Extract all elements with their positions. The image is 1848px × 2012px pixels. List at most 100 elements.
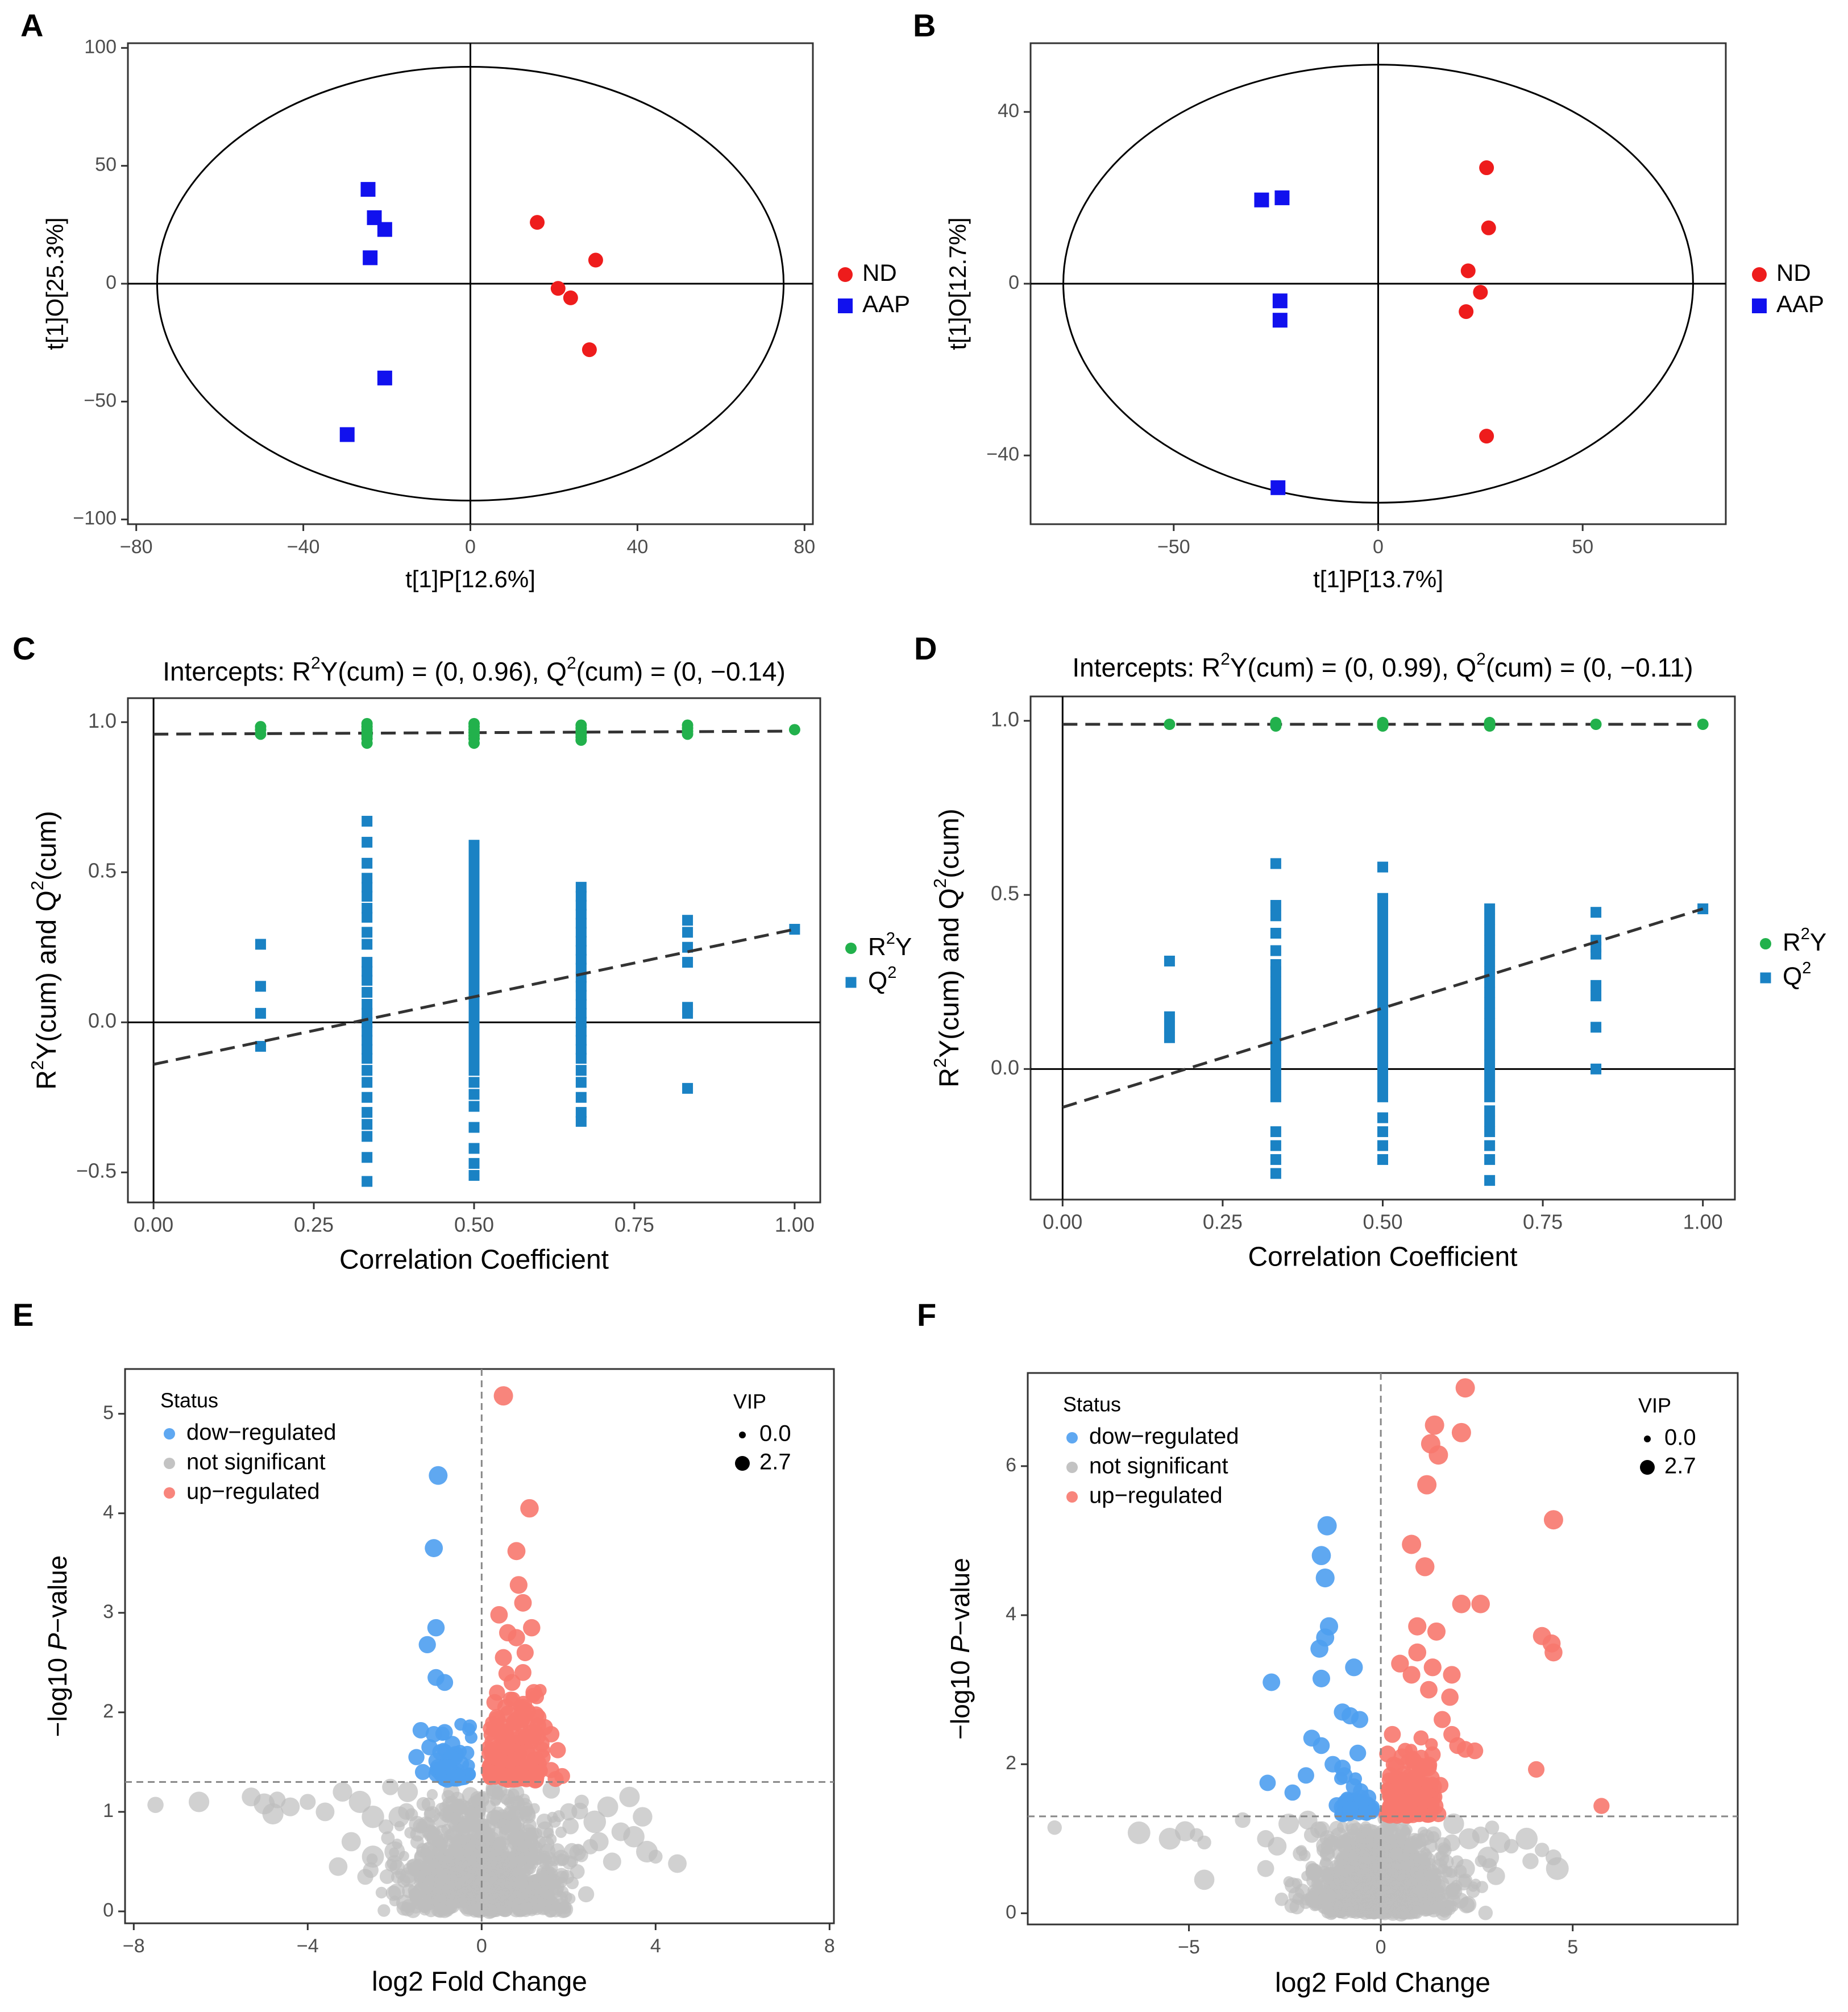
x-tick-label: 0 <box>1376 1936 1386 1958</box>
ns-point <box>623 1826 645 1848</box>
q2-point <box>362 836 373 848</box>
up-point <box>519 1744 535 1761</box>
q2-point <box>1484 1091 1496 1102</box>
q2-point <box>468 1101 480 1112</box>
q2-point <box>468 930 480 941</box>
legend-vip-large-label: 2.7 <box>1664 1454 1696 1479</box>
q2-point <box>1484 1175 1496 1186</box>
q2-point <box>1164 955 1175 966</box>
q2-point <box>1590 1022 1602 1033</box>
legend-status-title: Status <box>160 1389 218 1412</box>
down-point <box>1342 1801 1359 1817</box>
q2-point <box>1377 1140 1388 1151</box>
y-axis-label: t[1]O[12.7%] <box>944 217 971 350</box>
ns-point <box>1329 1820 1344 1836</box>
q2-point <box>1270 1168 1281 1179</box>
q2-point <box>1164 1032 1175 1043</box>
up-point <box>1451 1422 1471 1442</box>
up-point <box>1528 1761 1545 1778</box>
q2-point <box>682 927 693 938</box>
q2-point <box>1270 910 1281 922</box>
q2-point <box>362 1152 373 1163</box>
up-point <box>1424 1746 1441 1763</box>
q2-point <box>1270 976 1281 988</box>
up-point <box>1408 1643 1427 1662</box>
ns-point <box>1447 1893 1460 1907</box>
ns-point <box>281 1797 300 1816</box>
q2-point <box>362 986 373 998</box>
q2-point <box>1377 935 1388 946</box>
q2-point <box>362 939 373 950</box>
ns-point <box>479 1879 496 1896</box>
q2-point <box>1377 924 1388 935</box>
up-point <box>497 1771 514 1787</box>
q2-point <box>1484 966 1496 977</box>
x-tick-label: −40 <box>287 536 320 558</box>
y-tick-label: 4 <box>1006 1603 1016 1625</box>
ns-point <box>500 1863 513 1876</box>
down-point <box>1297 1767 1314 1784</box>
ns-point <box>464 1865 480 1881</box>
legend-aap-marker <box>1752 298 1767 313</box>
x-axis-label: log2 Fold Change <box>372 1967 587 1997</box>
ns-point <box>447 1856 463 1872</box>
legend-q2-label: Q2 <box>1783 959 1811 990</box>
ns-point <box>1319 1846 1335 1862</box>
ns-point <box>426 1789 438 1801</box>
q2-point <box>1484 997 1496 1009</box>
ns-point <box>406 1859 418 1870</box>
up-point <box>1414 1760 1431 1777</box>
q2-point <box>575 953 587 965</box>
ns-point <box>1318 1893 1330 1905</box>
down-point <box>1315 1568 1335 1588</box>
q2-point <box>1270 1140 1281 1151</box>
q2-point <box>362 1065 373 1076</box>
q2-point <box>1377 1091 1388 1102</box>
ns-point <box>1485 1820 1500 1835</box>
q2-point <box>1270 1049 1281 1061</box>
x-tick-label: 5 <box>1567 1936 1578 1958</box>
ns-point <box>1486 1866 1505 1885</box>
confidence-ellipse <box>156 65 785 502</box>
up-point <box>516 1644 534 1661</box>
up-point <box>1402 1534 1422 1554</box>
down-point <box>430 1759 446 1775</box>
x-tick-label: 0.75 <box>1523 1210 1563 1234</box>
legend-aap-marker <box>838 298 853 313</box>
ns-point <box>1194 1869 1215 1890</box>
q2-point <box>468 1011 480 1022</box>
q2-point <box>1484 935 1496 946</box>
q2-point <box>362 1007 373 1019</box>
legend-vip-small-marker <box>739 1432 746 1438</box>
ns-point <box>1298 1810 1318 1830</box>
q2-point <box>1484 1154 1496 1165</box>
up-point <box>1428 1445 1448 1465</box>
ns-point <box>1292 1893 1305 1905</box>
ns-point <box>485 1840 497 1851</box>
q2-point <box>468 903 480 914</box>
legend-vip-large-label: 2.7 <box>759 1450 791 1475</box>
ns-point <box>1381 1831 1396 1845</box>
y-tick-label: 0.5 <box>88 859 117 882</box>
q2-point <box>255 1040 266 1052</box>
ns-point <box>523 1827 537 1841</box>
q2-point <box>1484 1018 1496 1030</box>
down-point <box>463 1719 477 1734</box>
ns-point <box>509 1862 523 1876</box>
q2-point <box>1377 903 1388 915</box>
q2-point <box>362 1107 373 1118</box>
legend-status-marker <box>164 1487 175 1499</box>
ns-point <box>527 1874 543 1890</box>
q2-point <box>362 873 373 884</box>
ns-point <box>188 1791 210 1812</box>
q2-point <box>1377 1007 1388 1019</box>
q2-point <box>255 939 266 950</box>
q2-point <box>1484 1081 1496 1092</box>
x-tick-label: 0 <box>1373 536 1384 558</box>
down-point <box>1349 1744 1367 1762</box>
ns-point <box>388 1806 410 1828</box>
x-axis-label: Correlation Coefficient <box>1248 1242 1517 1272</box>
legend-status-label: not significant <box>1089 1454 1228 1479</box>
q2-point <box>575 1107 587 1118</box>
